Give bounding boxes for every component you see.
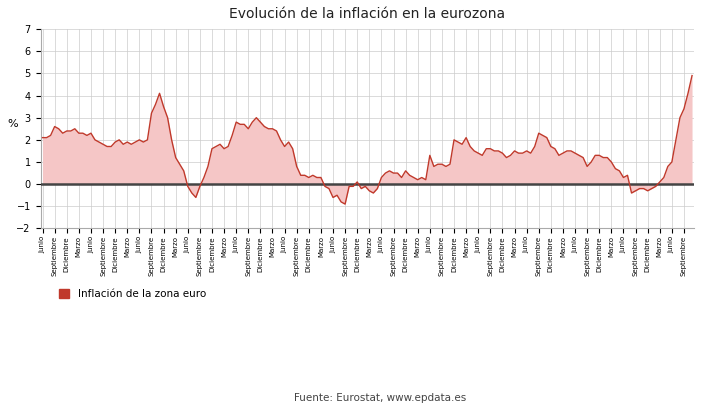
Title: Evolución de la inflación en la eurozona: Evolución de la inflación en la eurozona [229,7,505,21]
Y-axis label: %: % [7,119,18,129]
Text: Fuente: Eurostat, www.epdata.es: Fuente: Eurostat, www.epdata.es [294,393,467,403]
Legend: Inflación de la zona euro: Inflación de la zona euro [59,289,206,299]
